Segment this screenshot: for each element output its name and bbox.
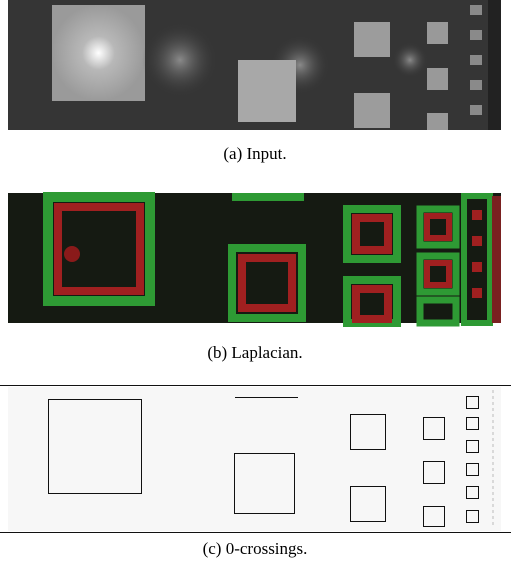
caption: (b) Laplacian.: [207, 343, 302, 362]
panel-laplacian: [8, 193, 501, 323]
page: (a) Input. (b) Laplacian.: [0, 0, 511, 561]
figure: (a) Input. (b) Laplacian.: [0, 0, 511, 561]
panel-input: [8, 0, 501, 130]
caption: (a) Input.: [223, 144, 286, 163]
caption: (c) 0-crossings.: [203, 539, 308, 558]
panel-zero-crossings: [0, 386, 511, 533]
